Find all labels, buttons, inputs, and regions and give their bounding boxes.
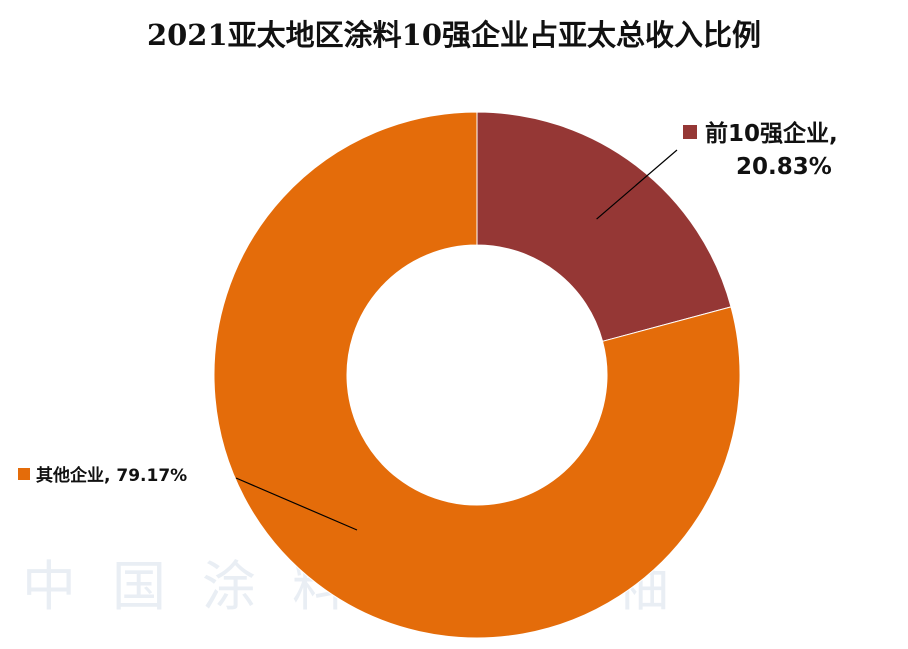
label-separator: , bbox=[104, 466, 117, 486]
leader-line-others bbox=[235, 477, 358, 531]
slice-label-top10-name: 前10强企业 bbox=[705, 121, 830, 147]
slice-label-others-value: 79.17% bbox=[116, 466, 188, 486]
label-separator: , bbox=[829, 121, 838, 147]
donut-slice-top10 bbox=[476, 111, 732, 342]
legend-swatch-others bbox=[18, 468, 30, 480]
slice-label-top10-value: 20.83% bbox=[735, 154, 832, 180]
slice-label-others: 其他企业, 79.17% bbox=[18, 464, 187, 488]
donut-slice-others bbox=[213, 111, 741, 639]
leader-line-top10 bbox=[596, 149, 678, 220]
legend-swatch-top10 bbox=[683, 124, 697, 139]
slice-label-others-name: 其他企业 bbox=[36, 466, 104, 486]
slice-label-top10: 前10强企业, 20.83% bbox=[683, 118, 838, 184]
chart-title: 2021亚太地区涂料10强企业占亚太总收入比例 bbox=[146, 18, 762, 52]
